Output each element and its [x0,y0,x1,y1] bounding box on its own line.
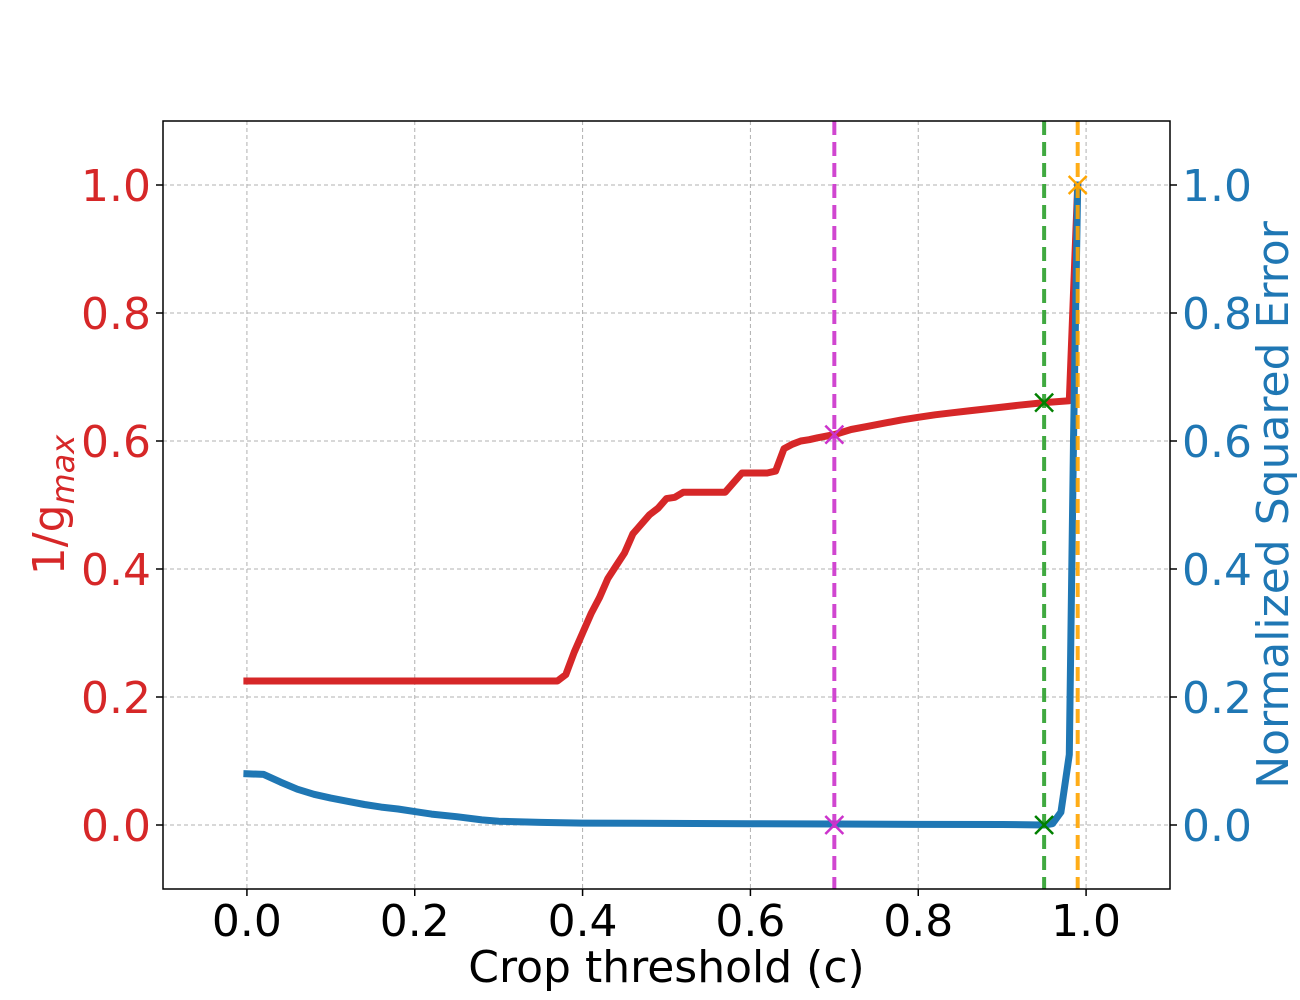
threshold-lines [832,121,1080,889]
x-tick-label: 0.8 [883,896,953,947]
x-marker [1034,815,1055,835]
y-right-tick-label: 0.0 [1182,801,1252,852]
axis-ticks: 0.0 0.2 0.4 0.6 0.8 1.0 0.0 0.2 0.4 0.6 0.8 1.0 0.0 0… [81,161,1252,947]
x-tick-label: 1.0 [1051,896,1121,947]
y-left-tick-label: 1.0 [81,161,151,212]
y-left-tick-label: 0.6 [81,417,151,468]
x-marker-stroke [1034,392,1055,413]
x-tick-label: 0.2 [380,896,450,947]
x-axis-label: Crop threshold (c) [468,942,864,993]
x-tick-label: 0.6 [715,896,785,947]
y-axis-left-label-subscript: max [44,434,82,505]
x-marker [824,815,845,835]
y-right-tick-label: 0.8 [1182,289,1252,340]
y-left-tick-label: 0.0 [81,801,151,852]
x-marker-stroke [1067,175,1088,195]
y-right-tick-label: 0.2 [1182,673,1252,724]
y-right-tick-label: 0.6 [1182,417,1252,468]
y-axis-left-label: 1/gmax [24,434,82,576]
x-marker-stroke [824,815,845,835]
x-tick-label: 0.4 [548,896,618,947]
x-marker-stroke [1034,815,1055,835]
x-marker [824,424,845,445]
y-axis-left-label-base: 1/g [24,504,75,575]
x-marker-stroke [824,424,845,445]
point-markers [824,175,1088,835]
y-right-tick-label: 1.0 [1182,161,1252,212]
x-marker [1034,392,1055,413]
plot-frame [162,120,1171,890]
y-right-tick-label: 0.4 [1182,545,1252,596]
series-lines [243,181,1082,829]
y-axis-right-label: Normalized Squared Error [1248,220,1299,788]
grid-lines [163,121,1170,889]
x-tick-label: 0.0 [212,896,282,947]
y-left-tick-label: 0.8 [81,289,151,340]
normalized-error-line [243,181,1082,829]
x-marker [1067,175,1088,195]
y-left-tick-label: 0.4 [81,545,151,596]
inverse-gmax-line [243,181,1082,685]
y-left-tick-label: 0.2 [81,673,151,724]
